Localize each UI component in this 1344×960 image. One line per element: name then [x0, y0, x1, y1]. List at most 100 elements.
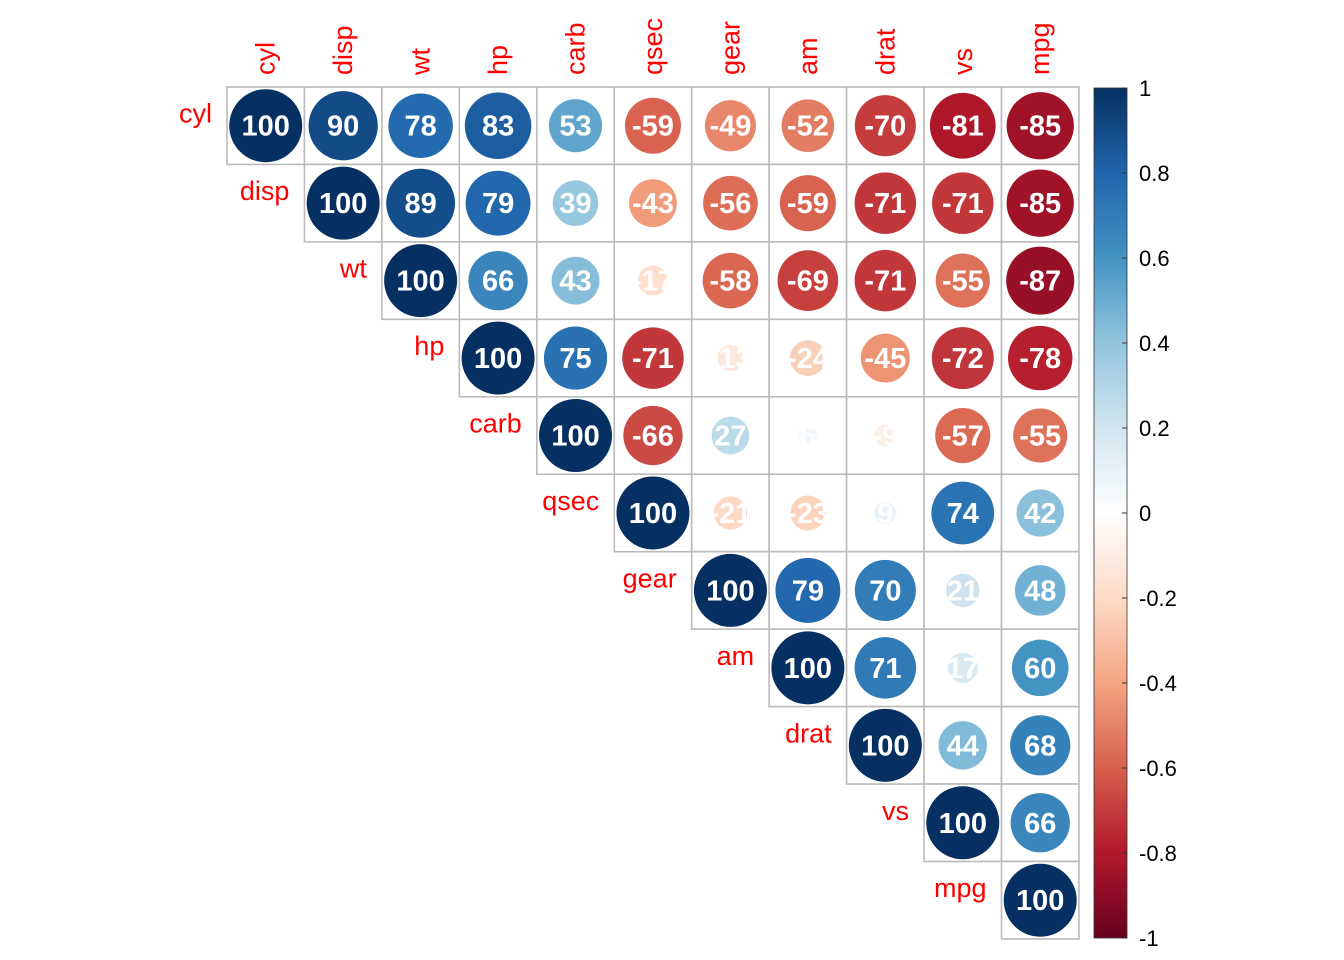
column-label-cyl: cyl — [251, 42, 281, 75]
corr-circle-wt-hp — [468, 250, 528, 311]
value-label-layer: 100 90 78 83 53 -59 -49 -52 -70 -81 -85 100 89 79 39 -4… — [242, 111, 1065, 917]
corr-circle-hp-carb — [543, 326, 608, 390]
circle-layer — [229, 89, 1077, 937]
corr-circle-disp-qsec — [629, 179, 677, 228]
corr-value-vs-vs: 100 — [939, 808, 987, 840]
corr-value-qsec-drat: 9 — [877, 498, 893, 530]
corr-circle-disp-hp — [465, 170, 531, 236]
corr-circle-wt-gear — [702, 252, 759, 309]
corr-circle-drat-vs — [938, 721, 987, 770]
corr-value-qsec-vs: 74 — [947, 498, 979, 530]
corr-circle-vs-mpg — [1010, 793, 1070, 853]
corr-value-carb-mpg: -55 — [1019, 421, 1061, 453]
corr-circle-disp-disp — [306, 166, 380, 240]
color-legend-bar — [1093, 87, 1128, 939]
corr-value-wt-vs: -55 — [942, 266, 984, 298]
row-label-vs: vs — [882, 796, 909, 826]
row-label-wt: wt — [339, 254, 367, 284]
corr-circle-carb-drat — [874, 424, 897, 447]
corr-circle-cyl-drat — [854, 95, 916, 157]
corr-value-cyl-drat: -70 — [864, 111, 906, 143]
corr-value-disp-am: -59 — [787, 188, 829, 220]
corr-circle-qsec-gear — [713, 496, 748, 530]
corr-circle-hp-vs — [931, 327, 994, 390]
row-label-am: am — [717, 641, 755, 671]
corr-value-drat-drat: 100 — [861, 730, 909, 762]
corr-value-vs-mpg: 66 — [1024, 808, 1056, 840]
row-label-drat: drat — [785, 718, 832, 748]
color-legend-tick-label: -1 — [1139, 926, 1159, 951]
corr-value-carb-vs: -57 — [942, 421, 984, 453]
corr-circle-disp-carb — [552, 180, 599, 226]
color-legend-tick-label: 0.8 — [1139, 161, 1170, 186]
corr-value-disp-gear: -56 — [709, 188, 751, 220]
color-legend-tick-label: 0.4 — [1139, 331, 1170, 356]
row-label-carb: carb — [469, 409, 522, 439]
corr-value-disp-wt: 89 — [404, 188, 436, 220]
row-label-hp: hp — [414, 331, 444, 361]
corr-circle-cyl-cyl — [229, 89, 303, 163]
corr-circle-cyl-disp — [308, 91, 378, 161]
corr-circle-qsec-mpg — [1016, 489, 1064, 537]
corr-circle-qsec-qsec — [616, 476, 690, 550]
row-label-gear: gear — [623, 563, 677, 593]
column-label-disp: disp — [328, 25, 358, 75]
corr-value-gear-gear: 100 — [706, 575, 754, 607]
corr-value-disp-vs: -71 — [942, 188, 984, 220]
corr-value-mpg-mpg: 100 — [1016, 885, 1064, 917]
corr-circle-cyl-vs — [929, 92, 996, 159]
corr-value-qsec-gear: -21 — [709, 498, 751, 530]
corr-circle-cyl-mpg — [1006, 92, 1074, 160]
color-legend-tick-label: 0.2 — [1139, 416, 1170, 441]
corr-value-wt-gear: -58 — [709, 266, 751, 298]
corr-circle-carb-carb — [539, 399, 613, 473]
corr-circle-am-vs — [947, 652, 978, 683]
corr-circle-cyl-carb — [548, 99, 603, 153]
corr-circle-am-am — [771, 631, 845, 705]
corr-value-am-am: 100 — [784, 653, 832, 685]
corr-circle-qsec-vs — [931, 481, 995, 545]
corr-value-hp-am: -24 — [787, 343, 829, 375]
corr-value-gear-am: 79 — [792, 575, 824, 607]
corr-circle-qsec-drat — [874, 502, 897, 524]
corr-value-hp-hp: 100 — [474, 343, 522, 375]
corr-circle-hp-hp — [461, 321, 535, 395]
corr-circle-disp-gear — [703, 175, 758, 231]
corr-circle-cyl-wt — [388, 93, 453, 158]
corr-value-am-mpg: 60 — [1024, 653, 1056, 685]
corr-value-carb-carb: 100 — [551, 421, 599, 453]
corr-circle-cyl-qsec — [624, 97, 682, 154]
corr-circle-wt-qsec — [637, 265, 669, 296]
corr-circle-carb-am — [798, 426, 817, 445]
column-label-carb: carb — [561, 22, 591, 75]
corr-value-cyl-carb: 53 — [559, 111, 591, 143]
corr-circle-wt-drat — [854, 249, 917, 312]
corr-circle-wt-mpg — [1006, 246, 1075, 315]
column-label-mpg: mpg — [1025, 22, 1055, 75]
corr-value-wt-qsec: -17 — [632, 266, 674, 298]
corr-value-wt-mpg: -87 — [1019, 266, 1061, 298]
corr-value-wt-hp: 66 — [482, 266, 514, 298]
corr-circle-vs-vs — [926, 786, 1000, 860]
color-legend-tick-label: -0.2 — [1139, 586, 1177, 611]
corr-value-hp-mpg: -78 — [1019, 343, 1061, 375]
corr-value-wt-carb: 43 — [559, 266, 591, 298]
color-legend-tick-label: -0.8 — [1139, 841, 1177, 866]
corr-circle-disp-mpg — [1006, 169, 1074, 237]
corr-circle-qsec-am — [790, 495, 826, 531]
color-legend-tick-label: -0.6 — [1139, 756, 1177, 781]
corr-value-hp-carb: 75 — [559, 343, 591, 375]
corr-circle-carb-mpg — [1013, 408, 1068, 463]
corr-value-disp-hp: 79 — [482, 188, 514, 220]
column-label-hp: hp — [483, 45, 513, 75]
corr-value-gear-mpg: 48 — [1024, 575, 1056, 607]
column-label-vs: vs — [948, 48, 978, 75]
corr-value-carb-gear: 27 — [714, 421, 746, 453]
corr-value-cyl-cyl: 100 — [242, 111, 290, 143]
corr-value-wt-am: -69 — [787, 266, 829, 298]
corr-circle-disp-am — [779, 175, 836, 232]
corr-circle-disp-wt — [386, 168, 456, 238]
column-label-wt: wt — [406, 48, 436, 76]
corr-value-wt-drat: -71 — [864, 266, 906, 298]
